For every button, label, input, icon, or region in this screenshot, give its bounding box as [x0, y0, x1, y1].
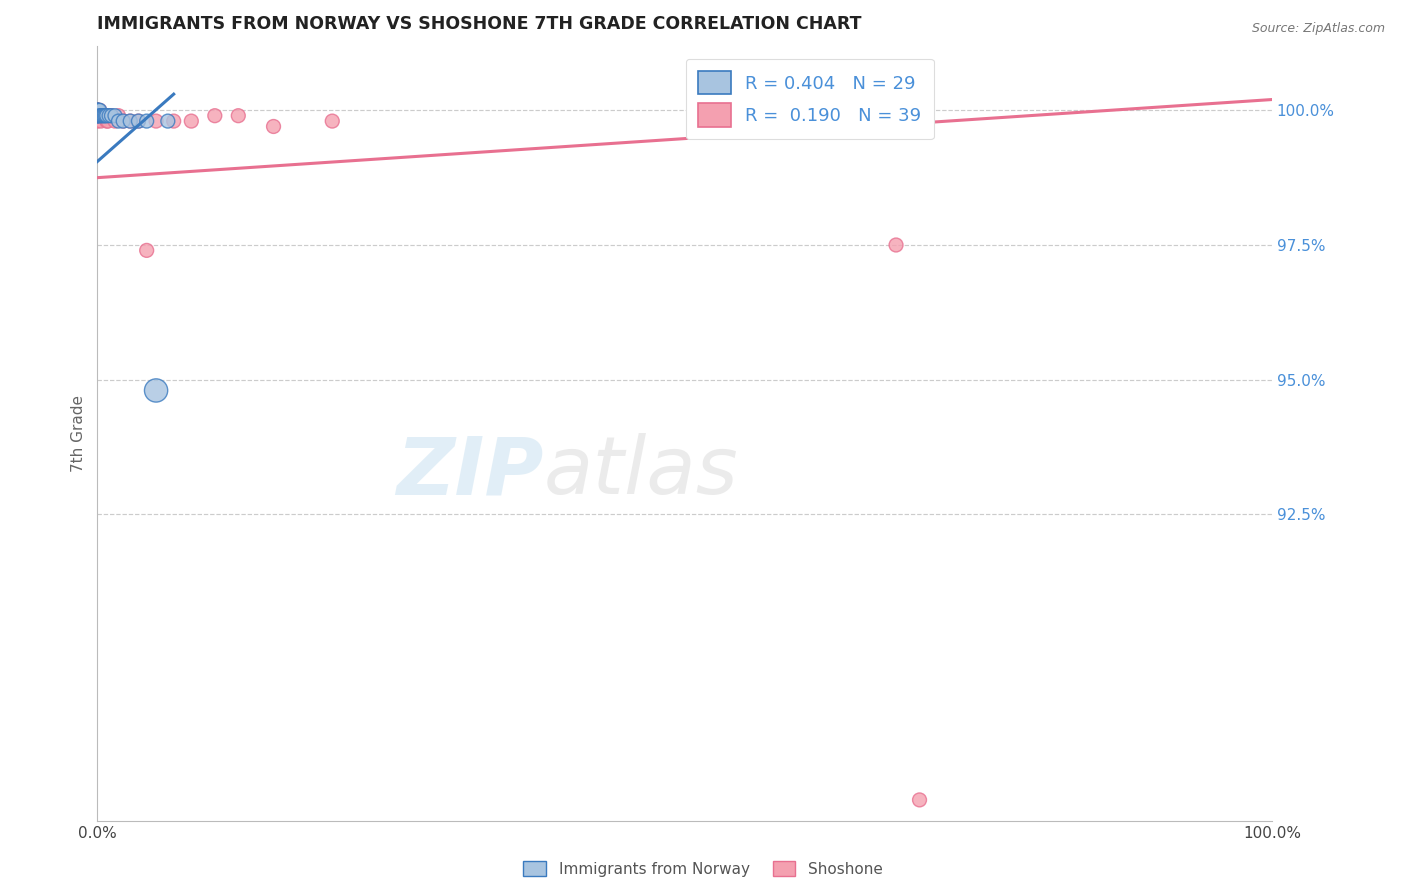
Legend: R = 0.404   N = 29, R =  0.190   N = 39: R = 0.404 N = 29, R = 0.190 N = 39: [686, 59, 934, 139]
Point: [120, 114, 142, 128]
Point: [104, 109, 127, 123]
Point: [86, 103, 108, 118]
Text: IMMIGRANTS FROM NORWAY VS SHOSHONE 7TH GRADE CORRELATION CHART: IMMIGRANTS FROM NORWAY VS SHOSHONE 7TH G…: [97, 15, 862, 33]
Point: [112, 114, 135, 128]
Text: ZIP: ZIP: [396, 434, 544, 511]
Point: [104, 114, 127, 128]
Point: [89, 109, 111, 123]
Point: [86, 103, 108, 118]
Point: [86, 109, 108, 123]
Point: [908, 793, 931, 807]
Point: [98, 109, 121, 123]
Point: [94, 109, 117, 123]
Point: [135, 244, 157, 258]
Point: [89, 103, 111, 118]
Point: [100, 109, 122, 123]
Point: [86, 114, 108, 128]
Point: [96, 109, 118, 123]
Point: [86, 103, 108, 118]
Point: [89, 103, 111, 118]
Point: [90, 109, 112, 123]
Point: [86, 103, 108, 118]
Point: [112, 114, 135, 128]
Point: [145, 384, 167, 398]
Point: [97, 114, 120, 128]
Point: [90, 114, 112, 128]
Point: [127, 114, 149, 128]
Point: [107, 114, 129, 128]
Point: [86, 109, 108, 123]
Point: [87, 103, 110, 118]
Point: [86, 103, 108, 118]
Point: [93, 109, 115, 123]
Point: [768, 114, 790, 128]
Point: [87, 109, 110, 123]
Point: [87, 109, 110, 123]
Text: atlas: atlas: [544, 434, 738, 511]
Point: [86, 103, 108, 118]
Point: [93, 109, 115, 123]
Point: [91, 109, 114, 123]
Text: Source: ZipAtlas.com: Source: ZipAtlas.com: [1251, 22, 1385, 36]
Point: [86, 109, 108, 123]
Point: [86, 109, 108, 123]
Point: [204, 109, 226, 123]
Point: [90, 109, 112, 123]
Point: [156, 114, 179, 128]
Point: [107, 109, 129, 123]
Point: [127, 114, 149, 128]
Point: [145, 114, 167, 128]
Point: [89, 109, 111, 123]
Point: [86, 103, 108, 118]
Point: [87, 109, 110, 123]
Y-axis label: 7th Grade: 7th Grade: [72, 395, 86, 472]
Point: [98, 109, 121, 123]
Point: [91, 109, 114, 123]
Point: [100, 109, 122, 123]
Point: [263, 120, 285, 134]
Point: [163, 114, 186, 128]
Point: [94, 109, 117, 123]
Point: [321, 114, 343, 128]
Point: [86, 103, 108, 118]
Point: [96, 114, 118, 128]
Point: [87, 103, 110, 118]
Point: [86, 103, 108, 118]
Point: [120, 114, 142, 128]
Point: [884, 238, 907, 252]
Point: [91, 109, 114, 123]
Point: [226, 109, 249, 123]
Point: [135, 114, 157, 128]
Point: [86, 109, 108, 123]
Legend: Immigrants from Norway, Shoshone: Immigrants from Norway, Shoshone: [516, 853, 890, 884]
Point: [91, 109, 114, 123]
Point: [180, 114, 202, 128]
Point: [86, 109, 108, 123]
Point: [87, 103, 110, 118]
